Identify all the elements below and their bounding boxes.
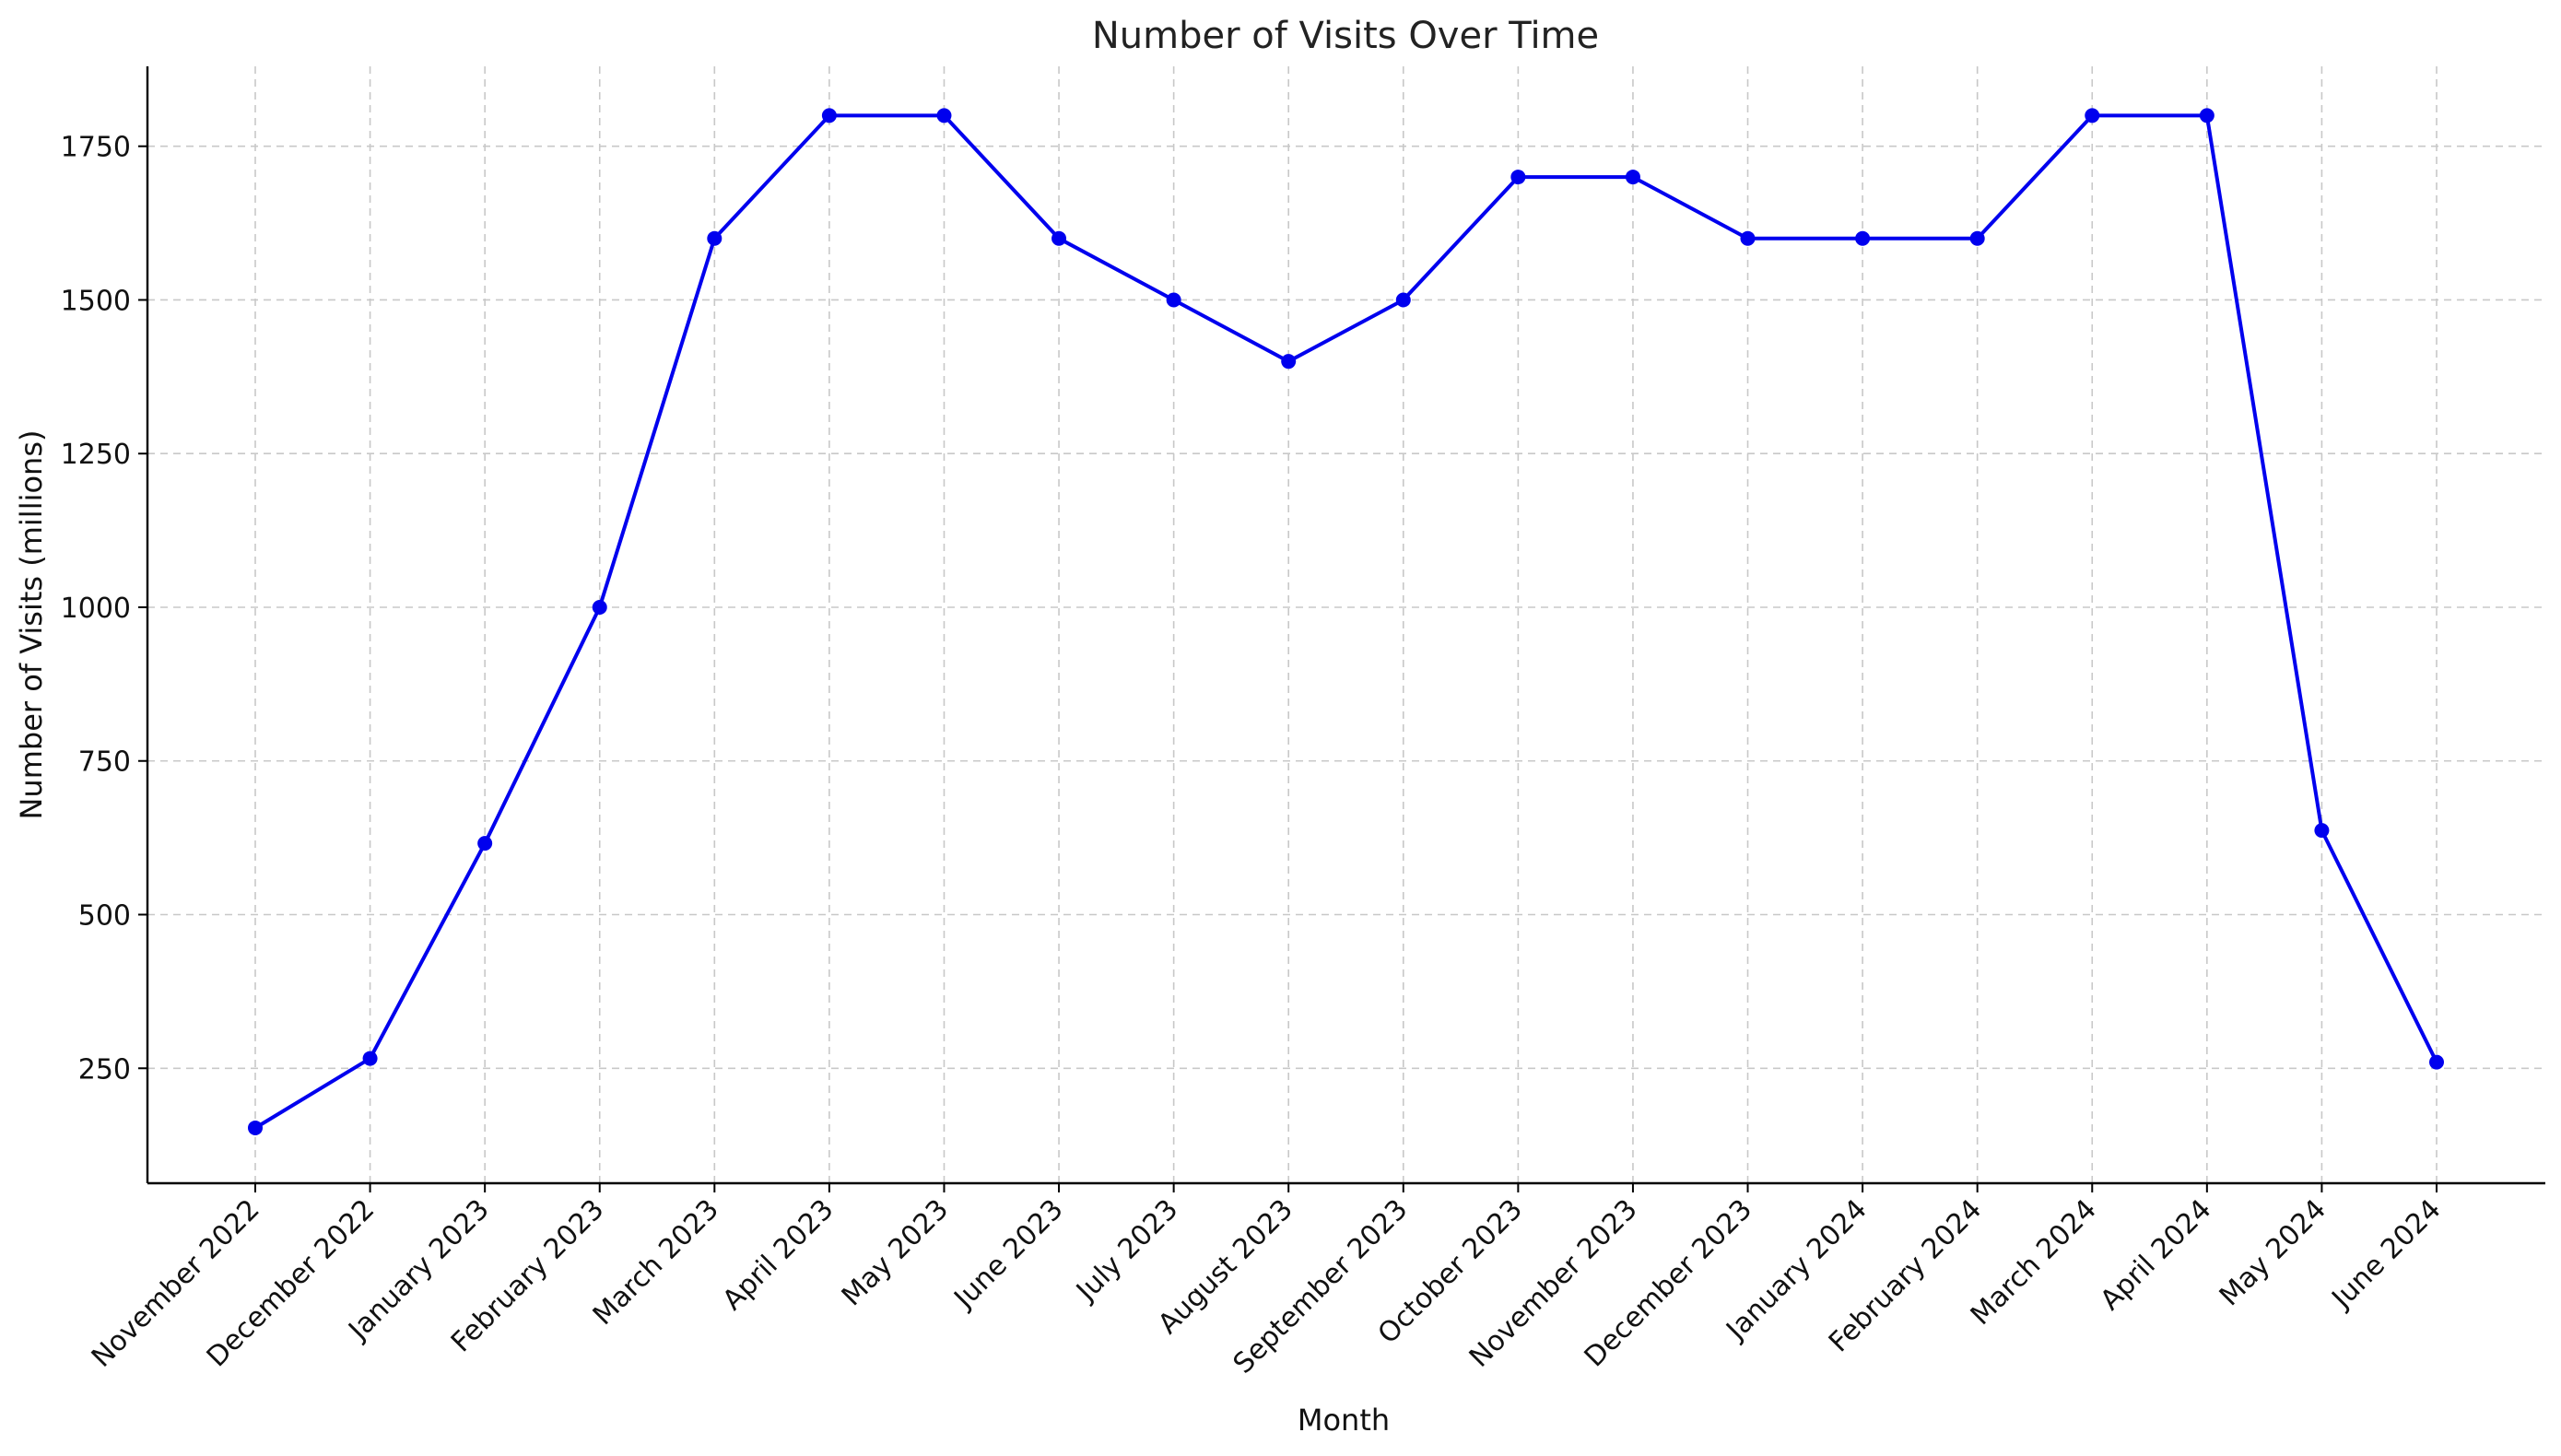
grid: [147, 66, 2545, 1183]
y-tick-label: 500: [78, 900, 131, 933]
chart-title: Number of Visits Over Time: [1092, 15, 1599, 57]
series: [248, 108, 2444, 1135]
data-point: [936, 108, 952, 123]
data-point: [1969, 230, 1985, 246]
y-tick-label: 1000: [61, 593, 131, 625]
x-tick-label: April 2024: [2095, 1193, 2218, 1317]
x-tick-label: June 2023: [947, 1193, 1070, 1316]
data-point: [2199, 108, 2214, 123]
data-point: [1740, 230, 1756, 246]
data-point: [1051, 230, 1067, 246]
y-tick-label: 1250: [61, 439, 131, 471]
data-point: [1855, 230, 1871, 246]
x-axis-label: Month: [1298, 1403, 1390, 1438]
y-tick-label: 750: [78, 746, 131, 779]
data-point: [2314, 823, 2330, 839]
data-point: [1166, 292, 1181, 308]
data-point: [248, 1120, 263, 1135]
x-tick-label: June 2024: [2325, 1193, 2448, 1316]
data-point: [2085, 108, 2100, 123]
data-point: [1281, 354, 1297, 370]
axes: [138, 66, 2545, 1192]
x-tick-label: May 2023: [836, 1193, 955, 1312]
x-tick-label: July 2023: [1069, 1193, 1184, 1309]
data-point: [1395, 292, 1411, 308]
y-tick-label: 1750: [61, 132, 131, 164]
y-tick-label: 1500: [61, 285, 131, 317]
data-point: [592, 599, 607, 615]
data-point: [707, 230, 722, 246]
data-point: [2429, 1054, 2444, 1070]
data-point: [362, 1051, 378, 1066]
x-tick-label: May 2024: [2214, 1193, 2332, 1312]
y-tick-label: 250: [78, 1053, 131, 1086]
series-line: [253, 113, 2438, 1130]
data-point: [477, 836, 493, 851]
y-axis-label: Number of Visits (millions): [14, 430, 49, 820]
x-tick-label: April 2023: [717, 1193, 840, 1317]
data-point: [821, 108, 837, 123]
data-point: [1510, 170, 1526, 185]
data-point: [1625, 170, 1640, 185]
